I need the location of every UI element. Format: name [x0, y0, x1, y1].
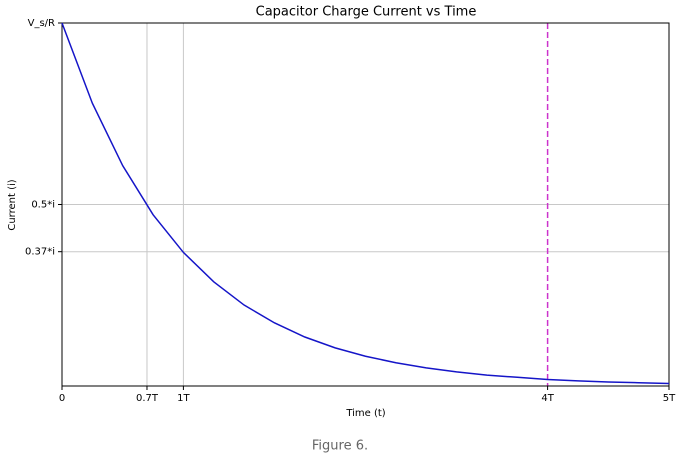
x-tick-label: 0.7T — [136, 393, 159, 404]
x-tick-label: 0 — [59, 393, 65, 404]
x-tick-label: 5T — [663, 393, 676, 404]
y-axis-label: Current (i) — [7, 179, 18, 230]
chart-title: Capacitor Charge Current vs Time — [256, 5, 477, 20]
y-tick-label: 0.5*i — [31, 200, 55, 211]
line-series — [61, 22, 670, 385]
x-tick-label: 1T — [177, 393, 190, 404]
y-tick-label: 0.37*i — [25, 247, 55, 258]
caption: Figure 6. — [312, 439, 368, 454]
y-tick-label: V_s/R — [28, 18, 55, 29]
x-tick-label: 4T — [541, 393, 554, 404]
x-axis-label: Time (t) — [345, 408, 385, 419]
